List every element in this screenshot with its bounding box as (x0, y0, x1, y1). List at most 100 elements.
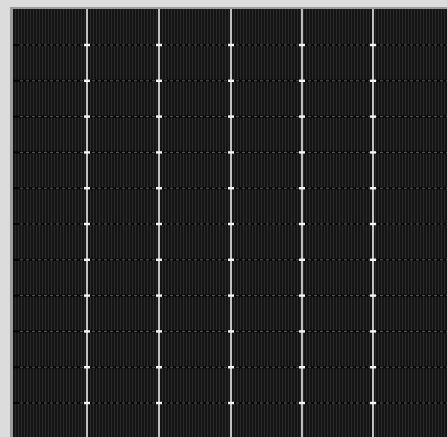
cell-dash (128, 116, 131, 118)
cell-dash (182, 187, 185, 189)
cell-dash (62, 259, 65, 261)
cell-dash (62, 80, 65, 82)
cell-dash (104, 80, 107, 82)
cell-dash (50, 366, 53, 368)
cell-dash (170, 259, 173, 261)
cell-dash (242, 223, 245, 225)
cell-dash (188, 44, 191, 46)
cell-dash (32, 80, 35, 82)
cell-dash (56, 402, 59, 404)
cell-dash (338, 187, 341, 189)
cell-dash (368, 44, 371, 46)
cell-dash (128, 259, 131, 261)
ribbon-joint (84, 366, 90, 369)
ribbon-joint (156, 330, 162, 333)
cell-dash (110, 44, 113, 46)
ribbon-joint (228, 43, 234, 47)
cell-dash (212, 151, 215, 153)
ribbon-joint (228, 115, 234, 118)
cell-dash (386, 223, 389, 225)
cell-dash (392, 44, 395, 46)
cell-dash (284, 116, 287, 118)
cell-dash (398, 80, 401, 82)
cell-dash (128, 223, 131, 225)
ribbon-joint (84, 330, 90, 333)
cell-dash (416, 44, 419, 46)
ribbon-joint (228, 330, 234, 333)
ribbon-joint (84, 151, 90, 154)
cell-dash (416, 151, 419, 153)
cell-dash (362, 223, 365, 225)
cell-dash (410, 187, 413, 189)
cell-dash (260, 116, 263, 118)
cell-dash (74, 402, 77, 404)
cell-dash (386, 402, 389, 404)
cell-dash (350, 402, 353, 404)
cell-dash (44, 366, 47, 368)
cell-dash (176, 151, 179, 153)
cell-dash (218, 80, 221, 82)
cell-dash (146, 223, 149, 225)
cell-dash (26, 402, 29, 404)
cell-dash (338, 366, 341, 368)
cell-dash (128, 402, 131, 404)
cell-dash (380, 402, 383, 404)
cell-dash (32, 330, 35, 332)
cell-dash (242, 259, 245, 261)
cell-dash (92, 223, 95, 225)
cell-dash (62, 44, 65, 46)
cell-dash (80, 223, 83, 225)
cell-dash (92, 330, 95, 332)
cell-dash (26, 366, 29, 368)
cell-dash (266, 402, 269, 404)
cell-dash (164, 366, 167, 368)
cell-dash (344, 295, 347, 297)
cell-dash (104, 259, 107, 261)
ribbon-joint (299, 43, 305, 47)
ribbon-joint (370, 294, 376, 297)
cell-dash (266, 330, 269, 332)
cell-dash (308, 295, 311, 297)
ribbon-joint (299, 294, 305, 297)
cell-dash (338, 80, 341, 82)
cell-dash (80, 151, 83, 153)
cell-dash (254, 151, 257, 153)
cell-dash (170, 295, 173, 297)
cell-dash (254, 295, 257, 297)
cell-dash (182, 402, 185, 404)
cell-dash (122, 330, 125, 332)
cell-dash (410, 80, 413, 82)
cell-dash (338, 330, 341, 332)
ribbon-joint (156, 187, 162, 190)
cell-dash (236, 187, 239, 189)
cell-dash (422, 366, 425, 368)
cell-dash (218, 366, 221, 368)
cell-dash (74, 44, 77, 46)
cell-dash (440, 402, 443, 404)
cell-dash (356, 187, 359, 189)
cell-dash (434, 295, 437, 297)
cell-dash (242, 44, 245, 46)
cell-dash (308, 402, 311, 404)
cell-dash (128, 80, 131, 82)
cell-dash (74, 187, 77, 189)
cell-dash (272, 44, 275, 46)
cell-dash (290, 259, 293, 261)
cell-dash (362, 187, 365, 189)
cell-dash (320, 366, 323, 368)
cell-dash (278, 402, 281, 404)
cell-dash (194, 116, 197, 118)
cell-dash (134, 223, 137, 225)
cell-dash (20, 295, 23, 297)
cell-dash (248, 223, 251, 225)
cell-dash (422, 116, 425, 118)
cell-dash (440, 44, 443, 46)
cell-dash (254, 80, 257, 82)
cell-dash (200, 402, 203, 404)
cell-dash (146, 366, 149, 368)
cell-dash (56, 295, 59, 297)
cell-dash (56, 330, 59, 332)
cell-dash (278, 223, 281, 225)
cell-dash (38, 80, 41, 82)
cell-dash (314, 259, 317, 261)
